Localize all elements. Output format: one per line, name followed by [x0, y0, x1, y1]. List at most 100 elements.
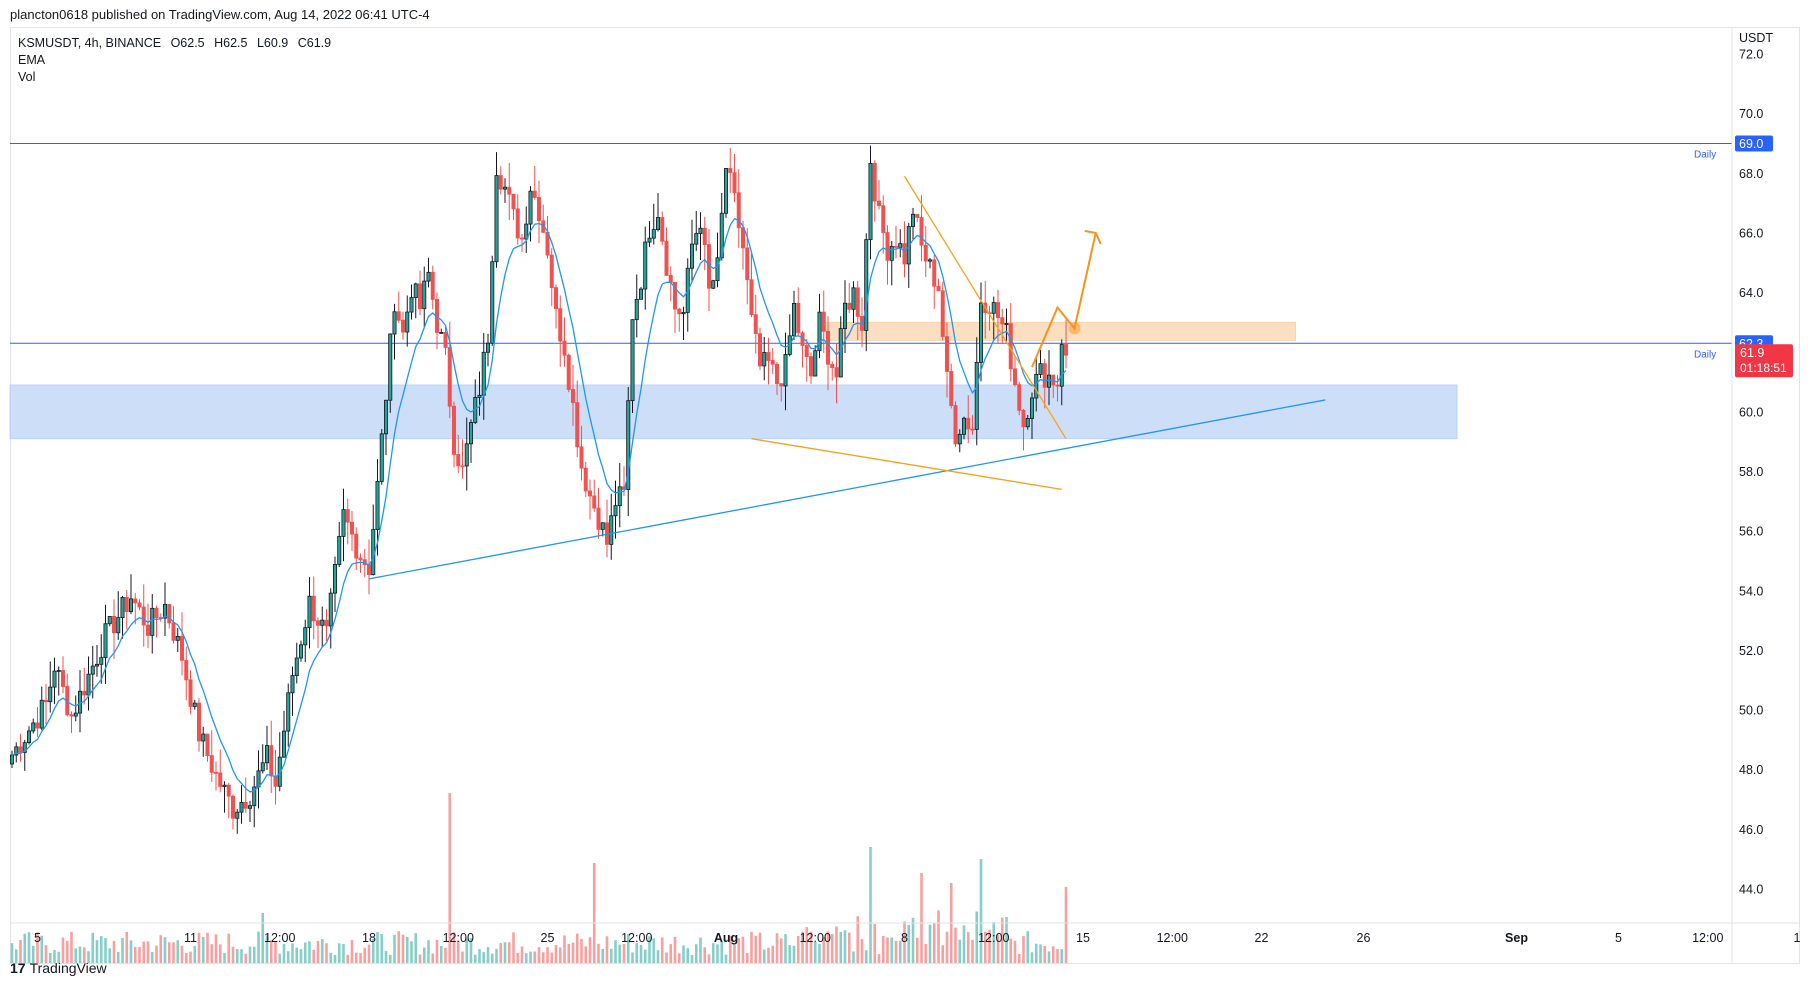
volume-bar — [418, 954, 422, 963]
candle-body — [957, 433, 962, 445]
tradingview-footer[interactable]: 17 TradingView — [10, 960, 107, 976]
current-price-tag — [1735, 344, 1793, 378]
candle-body — [889, 245, 894, 261]
candle-body — [201, 733, 206, 742]
current-price-label: 61.9 — [1740, 346, 1764, 360]
volume-bar — [507, 942, 511, 963]
volume-bar — [337, 943, 341, 963]
candle-body — [902, 243, 907, 265]
x-tick-label: 18 — [362, 931, 376, 945]
volume-bar — [65, 940, 69, 963]
candle-body — [736, 192, 741, 229]
volume-bar — [890, 937, 894, 963]
volume-bar — [133, 946, 137, 963]
volume-bar — [1064, 887, 1068, 963]
volume-bar — [193, 945, 197, 963]
volume-bar — [860, 939, 864, 963]
candle-body — [82, 690, 87, 696]
candle-body — [426, 271, 431, 282]
candle-body — [409, 297, 414, 313]
volume-bar — [580, 938, 583, 963]
volume-bar — [524, 953, 528, 963]
volume-bar — [112, 940, 116, 963]
candle-body — [694, 233, 699, 245]
candle-body — [167, 604, 172, 624]
tradingview-logo-icon: 17 — [10, 960, 26, 976]
volume-bar — [711, 943, 715, 963]
legend-low: L60.9 — [256, 36, 289, 50]
trendlines-layer — [368, 175, 1326, 580]
candle-body — [107, 616, 112, 625]
volume-bar — [873, 923, 877, 963]
volume-bar — [227, 933, 231, 963]
volume-bar — [286, 951, 290, 963]
zones-layer — [9, 321, 1458, 440]
volume-bar — [537, 947, 541, 963]
candle-body — [524, 223, 529, 240]
x-tick-label: 12:00 — [1692, 931, 1723, 945]
volume-bar — [673, 936, 677, 963]
volume-bar — [282, 943, 286, 963]
volume-bar — [643, 949, 647, 963]
candle-body — [485, 342, 490, 353]
candle-body — [639, 288, 644, 300]
volume-bar — [750, 931, 753, 963]
candle-body — [851, 287, 856, 310]
volume-bar — [928, 924, 932, 963]
volume-bar — [465, 938, 469, 963]
candle-body — [813, 350, 818, 377]
ema-line — [11, 217, 1067, 793]
volume-bar — [308, 941, 311, 963]
volume-bar — [146, 941, 150, 963]
volume-bar — [1056, 948, 1059, 963]
candle-body — [31, 722, 36, 732]
volume-bar — [818, 943, 821, 963]
legend-ema-row[interactable]: EMA — [18, 53, 46, 67]
candle-body — [940, 290, 945, 337]
volume-bar — [231, 946, 235, 963]
legend-vol-row[interactable]: Vol — [18, 70, 36, 84]
candle-body — [196, 702, 201, 742]
candle-body — [566, 354, 571, 390]
candle-body — [341, 509, 346, 537]
volume-bar — [197, 932, 201, 963]
volume-bar — [486, 947, 490, 963]
volume-bar — [635, 943, 639, 963]
candle-body — [681, 311, 686, 315]
candle-body — [222, 784, 227, 787]
volume-bar — [720, 941, 724, 963]
volume-bar — [482, 952, 486, 963]
volume-bar — [605, 936, 609, 963]
candle-body — [290, 675, 295, 694]
candle-body — [562, 340, 567, 356]
volume-bar — [223, 952, 226, 963]
volume-bar — [278, 953, 282, 963]
volume-bar — [886, 937, 889, 963]
candle-body — [579, 446, 584, 469]
candle-body — [719, 212, 724, 259]
candle-body — [698, 227, 703, 234]
candle-body — [571, 389, 576, 403]
legend-symbol-row[interactable]: KSMUSDT, 4h, BINANCE O62.5 H62.5 L60.9 C… — [18, 35, 337, 52]
volume-bar — [520, 946, 524, 963]
candle-body — [303, 627, 308, 646]
y-tick-label: 50.0 — [1739, 704, 1763, 718]
y-tick-label: 68.0 — [1739, 167, 1763, 181]
volume-bar — [809, 931, 813, 963]
volume-bar — [588, 937, 592, 963]
volume-bar — [410, 941, 413, 963]
horizontal-lines-layer: Daily Daily — [10, 142, 1732, 360]
volume-bar — [979, 859, 983, 963]
volume-bar — [48, 952, 52, 963]
candle-body — [702, 227, 707, 245]
volume-bar — [1022, 936, 1025, 963]
candle-body — [677, 308, 682, 315]
candle-body — [915, 213, 920, 218]
volume-bar — [320, 939, 324, 963]
candle-body — [596, 507, 601, 530]
candle-body — [286, 692, 291, 732]
x-tick-label: 12:00 — [621, 931, 652, 945]
candle-body — [664, 240, 669, 276]
candle-body — [430, 271, 435, 300]
